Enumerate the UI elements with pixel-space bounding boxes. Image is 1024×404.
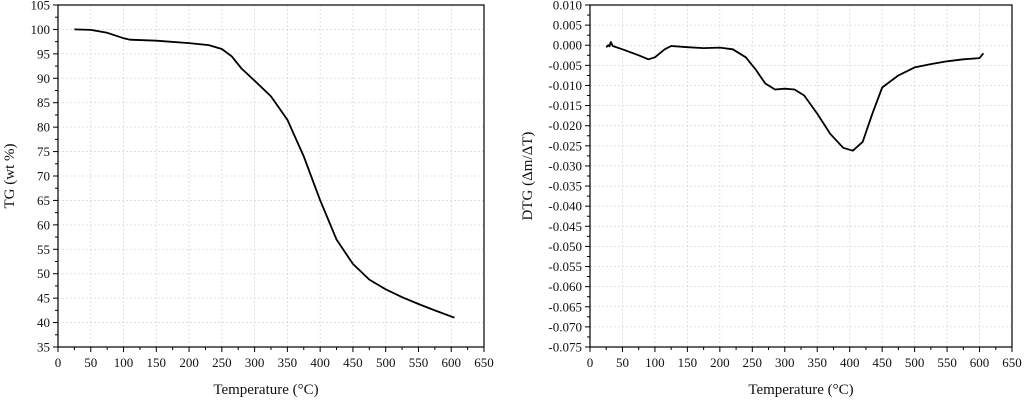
x-tick-label: 250 [743,355,763,370]
x-tick-label: 350 [807,355,827,370]
y-tick-label: -0.050 [548,239,582,254]
chart-1: 0 50 100 150 200 250 300 350 400 450 500 550 600 650 3… [2,0,494,398]
x-tick-label: 200 [710,355,730,370]
x-tick-label: 100 [114,355,134,370]
x-axis-label: Temperature (°C) [213,382,318,398]
x-tick-label: 650 [1002,355,1022,370]
x-tick-label: 250 [212,355,232,370]
chart-2: 0 50 100 150 200 250 300 350 400 450 500 550 600 650 0… [520,0,1022,398]
y-tick-label: -0.075 [548,340,582,355]
y-tick-label: -0.060 [548,279,582,294]
y-tick-label: 75 [37,144,50,159]
y-tick-label: -0.030 [548,158,582,173]
y-tick-label: 70 [37,169,50,184]
x-tick-label: 0 [55,355,62,370]
x-tick-label: 300 [245,355,265,370]
y-tick-label: -0.025 [548,138,582,153]
x-tick-label: 150 [147,355,167,370]
y-tick-label: -0.015 [548,98,582,113]
y-tick-label: -0.020 [548,118,582,133]
x-tick-label: 100 [645,355,665,370]
y-tick-label: 90 [37,71,50,86]
y-tick-label: -0.045 [548,219,582,234]
y-tick-label: -0.035 [548,179,582,194]
x-tick-label: 400 [840,355,860,370]
x-tick-label: 650 [474,355,494,370]
x-tick-label: 200 [179,355,199,370]
x-tick-label: 400 [310,355,330,370]
y-tick-label: 55 [37,242,50,257]
x-tick-label: 50 [84,355,97,370]
x-tick-label: 600 [970,355,990,370]
y-tick-label: 60 [37,217,50,232]
y-tick-label: -0.070 [548,319,582,334]
y-tick-label: -0.010 [548,78,582,93]
x-tick-label: 550 [409,355,429,370]
x-tick-label: 450 [872,355,892,370]
x-tick-label: 450 [343,355,363,370]
y-tick-label: 40 [37,315,50,330]
y-tick-label: 80 [37,120,50,135]
x-tick-label: 500 [905,355,925,370]
y-tick-label: 100 [31,22,51,37]
y-tick-label: -0.055 [548,259,582,274]
x-axis-label: Temperature (°C) [748,382,853,398]
y-tick-label: 0.005 [553,18,582,33]
y-tick-label: 95 [37,46,50,61]
y-tick-label: 65 [37,193,50,208]
series-line [605,41,985,152]
y-tick-label: -0.005 [548,58,582,73]
y-tick-label: 0.010 [553,0,582,13]
y-axis-label: TG (wt %) [2,144,18,209]
y-tick-label: 85 [37,95,50,110]
y-tick-label: 45 [37,291,50,306]
y-tick-label: 0.000 [553,38,582,53]
series-line [74,28,455,319]
x-tick-label: 600 [441,355,461,370]
x-tick-label: 300 [775,355,795,370]
x-tick-label: 0 [587,355,594,370]
y-tick-label: -0.040 [548,199,582,214]
y-tick-label: 50 [37,266,50,281]
plot-frame [589,4,1013,348]
y-tick-label: 35 [37,340,50,355]
x-tick-label: 550 [937,355,957,370]
x-tick-label: 50 [616,355,629,370]
y-tick-label: -0.065 [548,299,582,314]
y-axis-label: DTG (Δm/ΔT) [520,132,536,221]
x-tick-label: 150 [678,355,698,370]
y-tick-label: 105 [31,0,51,13]
x-tick-label: 500 [376,355,396,370]
x-tick-label: 350 [278,355,298,370]
